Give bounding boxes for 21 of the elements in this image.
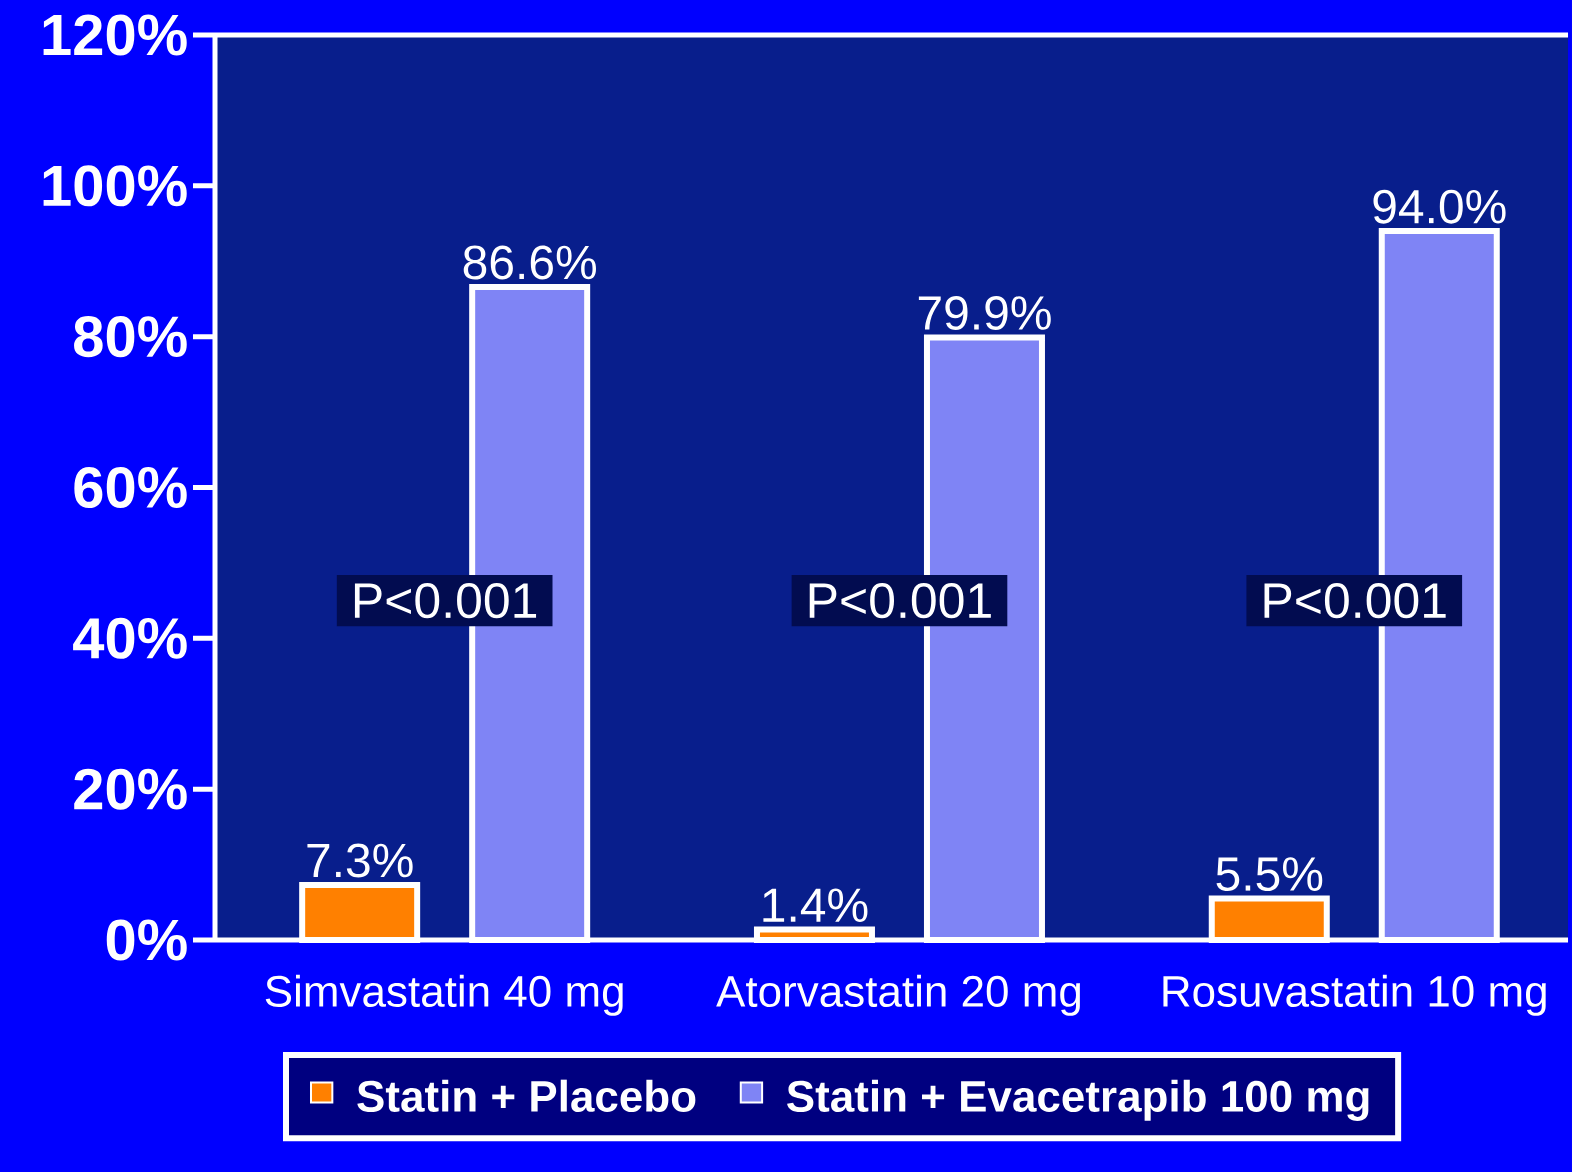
y-tick-label: 120%: [43, 14, 187, 56]
y-tick-label: 20%: [74, 768, 187, 810]
legend-label: Statin + Evacetrapib 100 mg: [787, 1079, 1369, 1121]
data-label: 94.0%: [1373, 189, 1506, 224]
y-tick-label: 80%: [74, 316, 187, 358]
data-label: 79.9%: [918, 296, 1051, 330]
y-tick-label: 0%: [106, 919, 187, 961]
annotation: P<0.001: [1264, 582, 1446, 619]
legend-label: Statin + Placebo: [357, 1079, 696, 1112]
annotation: P<0.001: [354, 582, 537, 619]
data-label: 86.6%: [463, 245, 596, 280]
data-label: 7.3%: [307, 843, 413, 878]
y-tick-label: 40%: [73, 617, 187, 659]
x-tick-label: Simvastatin 40 mg: [265, 974, 623, 1016]
x-tick-label: Atorvastatin 20 mg: [716, 974, 1081, 1016]
annotation: P<0.001: [809, 582, 991, 619]
x-tick-label: Rosuvastatin 10 mg: [1163, 974, 1546, 1016]
y-tick-label: 100%: [43, 165, 187, 207]
data-label: 5.5%: [1216, 857, 1323, 892]
data-label: 1.4%: [763, 888, 868, 922]
y-tick-label: 60%: [74, 466, 187, 509]
